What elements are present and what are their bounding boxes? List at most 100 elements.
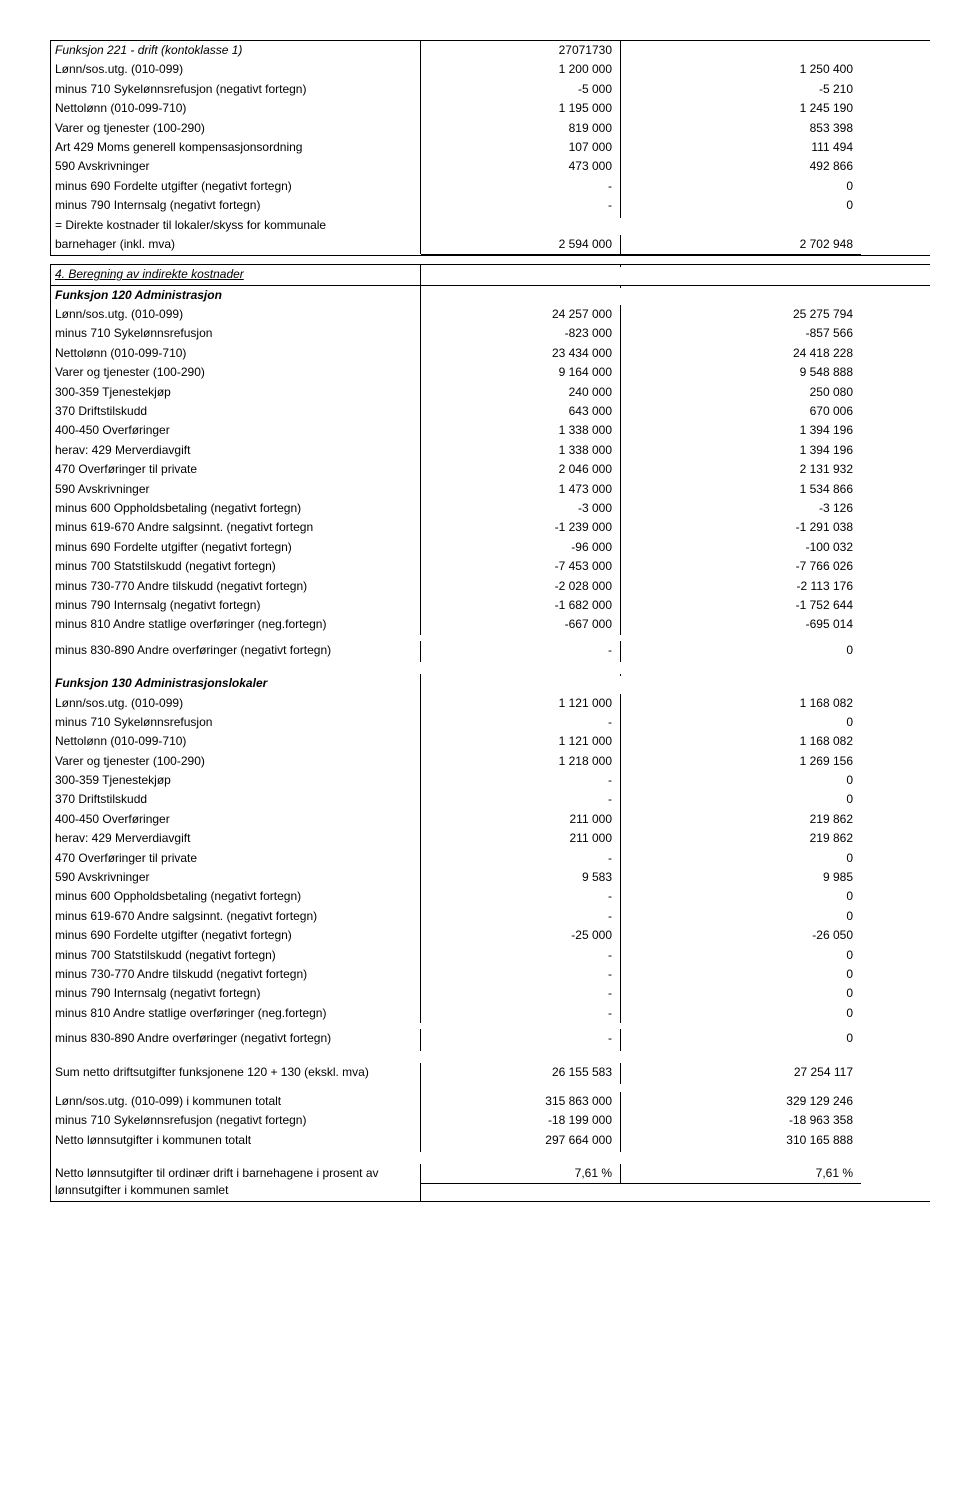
- row-label: 590 Avskrivninger: [51, 868, 421, 887]
- row-label: 400-450 Overføringer: [51, 810, 421, 829]
- row-label: Lønn/sos.utg. (010-099): [51, 60, 421, 79]
- row-val-2: 2 702 948: [621, 235, 861, 255]
- row-val-2: 0: [621, 946, 861, 965]
- total-v1: -18 199 000: [421, 1111, 621, 1130]
- subA-last-v2: 0: [621, 641, 861, 660]
- subA-last-v1: -: [421, 641, 621, 660]
- row-label: minus 700 Statstilskudd (negativt forteg…: [51, 557, 421, 576]
- row-val-1: 1 121 000: [421, 732, 621, 751]
- row-val-1: -25 000: [421, 926, 621, 945]
- pct-v2: 7,61 %: [621, 1164, 861, 1184]
- cell-empty: [421, 674, 621, 676]
- row-label: minus 710 Sykelønnsrefusjon: [51, 713, 421, 732]
- total-v1: 26 155 583: [421, 1063, 621, 1082]
- spacer: [621, 1082, 861, 1084]
- section2-header: 4. Beregning av indirekte kostnader: [51, 265, 421, 284]
- row-label: 300-359 Tjenestekjøp: [51, 383, 421, 402]
- subA-last-label: minus 830-890 Andre overføringer (negati…: [51, 641, 421, 660]
- row-val-2: 250 080: [621, 383, 861, 402]
- total-v1: 315 863 000: [421, 1092, 621, 1111]
- row-val-2: 0: [621, 887, 861, 906]
- subA-title: Funksjon 120 Administrasjon: [51, 286, 421, 305]
- cell-empty: [621, 41, 861, 43]
- row-val-1: 1 473 000: [421, 480, 621, 499]
- row-val-1: [421, 216, 621, 218]
- row-label: minus 790 Internsalg (negativt fortegn): [51, 196, 421, 215]
- row-val-2: -1 752 644: [621, 596, 861, 615]
- row-val-1: -: [421, 713, 621, 732]
- spacer: [51, 1150, 421, 1152]
- row-val-2: -26 050: [621, 926, 861, 945]
- row-val-2: 0: [621, 790, 861, 809]
- row-val-2: 0: [621, 849, 861, 868]
- row-label: herav: 429 Merverdiavgift: [51, 441, 421, 460]
- row-val-2: 25 275 794: [621, 305, 861, 324]
- row-val-1: 819 000: [421, 119, 621, 138]
- row-val-1: -: [421, 196, 621, 215]
- row-label: minus 790 Internsalg (negativt fortegn): [51, 984, 421, 1003]
- row-label: minus 810 Andre statlige overføringer (n…: [51, 615, 421, 634]
- spacer: [421, 1082, 621, 1084]
- row-val-2: -3 126: [621, 499, 861, 518]
- section-indirekte-kostnader: 4. Beregning av indirekte kostnader Funk…: [50, 264, 930, 1202]
- row-label: Nettolønn (010-099-710): [51, 732, 421, 751]
- row-val-2: -695 014: [621, 615, 861, 634]
- total-v2: 27 254 117: [621, 1063, 861, 1082]
- row-val-1: 23 434 000: [421, 344, 621, 363]
- row-label: Varer og tjenester (100-290): [51, 363, 421, 382]
- row-val-1: -823 000: [421, 324, 621, 343]
- row-val-2: 111 494: [621, 138, 861, 157]
- section1-header-extra: 27071730: [421, 41, 621, 60]
- row-val-1: -1 239 000: [421, 518, 621, 537]
- row-val-2: 853 398: [621, 119, 861, 138]
- row-label: minus 690 Fordelte utgifter (negativt fo…: [51, 926, 421, 945]
- total-v2: -18 963 358: [621, 1111, 861, 1130]
- row-val-2: 670 006: [621, 402, 861, 421]
- row-val-1: 1 338 000: [421, 441, 621, 460]
- total-v2: 310 165 888: [621, 1131, 861, 1150]
- row-label: minus 730-770 Andre tilskudd (negativt f…: [51, 577, 421, 596]
- row-val-1: -: [421, 849, 621, 868]
- row-val-1: -: [421, 984, 621, 1003]
- cell-empty: [621, 265, 861, 267]
- spacer: [621, 1049, 861, 1051]
- row-val-1: 1 121 000: [421, 694, 621, 713]
- row-val-1: 211 000: [421, 810, 621, 829]
- row-val-1: -2 028 000: [421, 577, 621, 596]
- section1-title: Funksjon 221 - drift (kontoklasse 1): [51, 41, 421, 60]
- row-label: herav: 429 Merverdiavgift: [51, 829, 421, 848]
- row-val-2: 0: [621, 984, 861, 1003]
- row-val-1: -96 000: [421, 538, 621, 557]
- cell-empty: [621, 674, 861, 676]
- row-val-1: 211 000: [421, 829, 621, 848]
- row-val-2: 0: [621, 907, 861, 926]
- pct-label: Netto lønnsutgifter til ordinær drift i …: [51, 1164, 421, 1201]
- spacer: [51, 1082, 421, 1092]
- row-val-2: 0: [621, 177, 861, 196]
- spacer: [51, 1049, 421, 1051]
- spacer: [621, 1150, 861, 1152]
- row-val-2: -7 766 026: [621, 557, 861, 576]
- cell-empty: [621, 286, 861, 288]
- total-label: Sum netto driftsutgifter funksjonene 120…: [51, 1063, 421, 1082]
- row-val-1: 2 046 000: [421, 460, 621, 479]
- row-val-1: 9 164 000: [421, 363, 621, 382]
- spacer: [51, 660, 421, 662]
- row-val-2: 24 418 228: [621, 344, 861, 363]
- row-val-2: 1 269 156: [621, 752, 861, 771]
- row-val-2: [621, 216, 861, 218]
- row-val-2: 9 985: [621, 868, 861, 887]
- pct-v1: 7,61 %: [421, 1164, 621, 1184]
- row-val-1: 1 195 000: [421, 99, 621, 118]
- row-label: minus 710 Sykelønnsrefusjon: [51, 324, 421, 343]
- row-val-2: 0: [621, 965, 861, 984]
- row-val-2: 1 245 190: [621, 99, 861, 118]
- row-val-1: -: [421, 177, 621, 196]
- total-v2: 329 129 246: [621, 1092, 861, 1111]
- row-val-2: 0: [621, 1004, 861, 1023]
- row-val-2: 1 168 082: [621, 732, 861, 751]
- row-val-1: -: [421, 907, 621, 926]
- row-label: Lønn/sos.utg. (010-099): [51, 694, 421, 713]
- row-label: = Direkte kostnader til lokaler/skyss fo…: [51, 216, 421, 235]
- row-label: minus 619-670 Andre salgsinnt. (negativt…: [51, 518, 421, 537]
